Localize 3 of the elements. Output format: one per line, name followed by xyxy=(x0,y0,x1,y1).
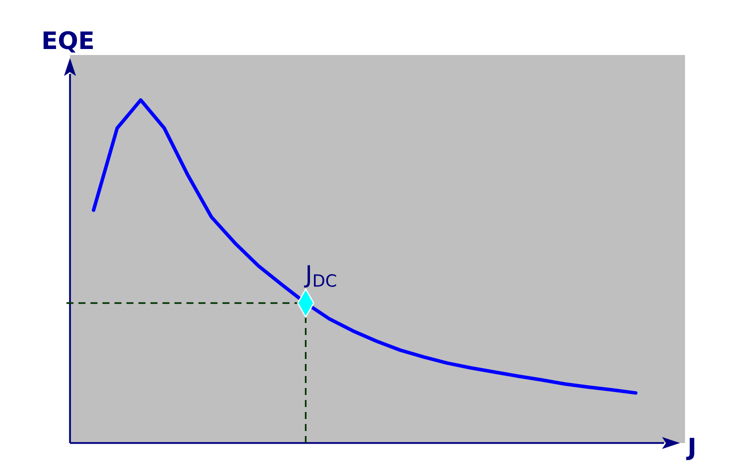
annotation: J$_{DC}$ xyxy=(304,265,336,288)
y-axis-title: EQE xyxy=(44,31,93,52)
x-axis-title: J xyxy=(686,438,694,460)
